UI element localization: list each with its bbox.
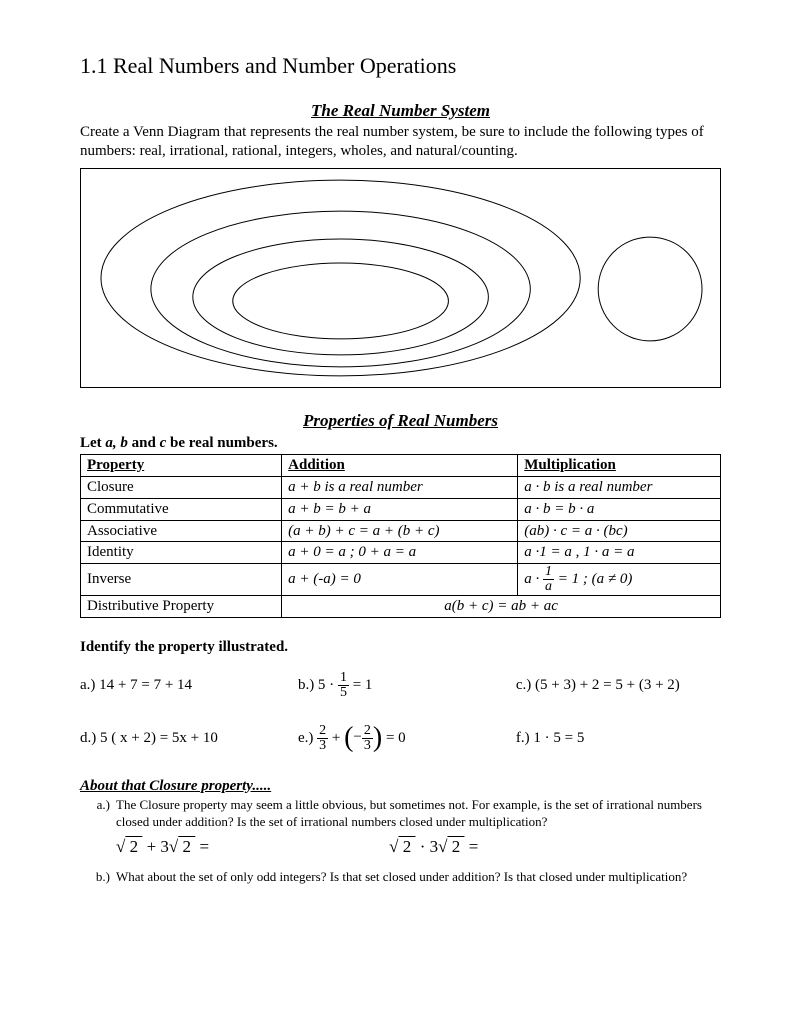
prop-associative: Associative bbox=[81, 520, 282, 542]
venn-ellipse-4 bbox=[233, 263, 449, 339]
closure-mult: a · b is a real number bbox=[518, 477, 721, 499]
page-title: 1.1 Real Numbers and Number Operations bbox=[80, 52, 721, 80]
venn-ellipse-1 bbox=[101, 180, 580, 376]
col-multiplication: Multiplication bbox=[518, 455, 721, 477]
frac-num: 1 bbox=[338, 671, 349, 686]
table-row: Identity a + 0 = a ; 0 + a = a a ·1 = a … bbox=[81, 542, 721, 564]
sqrt-expr-2: √ 2 · 3√ 2 = bbox=[389, 836, 478, 857]
identity-mult: a ·1 = a , 1 · a = a bbox=[518, 542, 721, 564]
frac-den: a bbox=[543, 580, 554, 594]
problem-e-pre: e.) bbox=[298, 729, 317, 745]
properties-table: Property Addition Multiplication Closure… bbox=[80, 454, 721, 618]
frac-num: 1 bbox=[543, 565, 554, 580]
prop-inverse: Inverse bbox=[81, 564, 282, 596]
table-row: Commutative a + b = b + a a · b = b · a bbox=[81, 498, 721, 520]
col-addition: Addition bbox=[282, 455, 518, 477]
let-suffix: be real numbers. bbox=[166, 435, 277, 451]
distributive-expr: a(b + c) = ab + ac bbox=[282, 596, 721, 618]
problem-e-post: = 0 bbox=[382, 729, 405, 745]
frac-den: 3 bbox=[362, 739, 373, 753]
sqrt-expr-1: √ 2 + 3√ 2 = bbox=[116, 836, 209, 857]
frac-den: 3 bbox=[317, 739, 328, 753]
inverse-mult-post: = 1 ; (a ≠ 0) bbox=[554, 571, 632, 587]
identify-heading: Identify the property illustrated. bbox=[80, 638, 721, 657]
problem-e-mid: + bbox=[328, 729, 344, 745]
about-b-label: b.) bbox=[80, 869, 116, 885]
frac-num: 2 bbox=[317, 724, 328, 739]
problem-e: e.) 23 + (−23) = 0 bbox=[298, 724, 503, 753]
problem-d: d.) 5 ( x + 2) = 5x + 10 bbox=[80, 729, 285, 748]
table-row: Distributive Property a(b + c) = ab + ac bbox=[81, 596, 721, 618]
about-b-text: What about the set of only odd integers?… bbox=[116, 869, 721, 885]
about-item-b: b.) What about the set of only odd integ… bbox=[80, 869, 721, 885]
inverse-frac: 1a bbox=[543, 565, 554, 594]
about-a-label: a.) bbox=[80, 797, 116, 830]
paren-close-icon: ) bbox=[373, 724, 382, 752]
problem-c: c.) (5 + 3) + 2 = 5 + (3 + 2) bbox=[516, 676, 721, 695]
problem-b-frac: 15 bbox=[338, 671, 349, 700]
commutative-add: a + b = b + a bbox=[282, 498, 518, 520]
problem-a: a.) 14 + 7 = 7 + 14 bbox=[80, 676, 285, 695]
about-item-a: a.) The Closure property may seem a litt… bbox=[80, 797, 721, 830]
problem-b-post: = 1 bbox=[349, 676, 372, 692]
frac-num: 2 bbox=[362, 724, 373, 739]
neg-sign: − bbox=[353, 729, 361, 745]
problem-b-pre: b.) 5 · bbox=[298, 676, 338, 692]
about-a-text: The Closure property may seem a little o… bbox=[116, 797, 721, 830]
inverse-mult-pre: a · bbox=[524, 571, 543, 587]
venn-circle-irrational bbox=[598, 237, 702, 341]
identity-add: a + 0 = a ; 0 + a = a bbox=[282, 542, 518, 564]
venn-diagram-svg bbox=[81, 169, 720, 387]
venn-diagram-box bbox=[80, 168, 721, 388]
problem-e-frac2: 23 bbox=[362, 724, 373, 753]
prop-closure: Closure bbox=[81, 477, 282, 499]
frac-den: 5 bbox=[338, 686, 349, 700]
associative-add: (a + b) + c = a + (b + c) bbox=[282, 520, 518, 542]
let-and: and bbox=[128, 435, 160, 451]
table-row: Closure a + b is a real number a · b is … bbox=[81, 477, 721, 499]
table-row: Associative (a + b) + c = a + (b + c) (a… bbox=[81, 520, 721, 542]
inverse-add: a + (-a) = 0 bbox=[282, 564, 518, 596]
section-heading-properties: Properties of Real Numbers bbox=[80, 410, 721, 431]
venn-ellipse-3 bbox=[193, 239, 489, 355]
problem-b: b.) 5 · 15 = 1 bbox=[298, 671, 503, 700]
inverse-mult: a · 1a = 1 ; (a ≠ 0) bbox=[518, 564, 721, 596]
problem-e-frac1: 23 bbox=[317, 724, 328, 753]
table-header-row: Property Addition Multiplication bbox=[81, 455, 721, 477]
problems-row-1: a.) 14 + 7 = 7 + 14 b.) 5 · 15 = 1 c.) (… bbox=[80, 671, 721, 700]
let-line: Let a, b and c be real numbers. bbox=[80, 434, 721, 453]
prop-identity: Identity bbox=[81, 542, 282, 564]
commutative-mult: a · b = b · a bbox=[518, 498, 721, 520]
paren-open-icon: ( bbox=[344, 724, 353, 752]
prop-distributive: Distributive Property bbox=[81, 596, 282, 618]
col-property: Property bbox=[81, 455, 282, 477]
problem-e-paren-content: −23 bbox=[353, 729, 372, 745]
venn-ellipse-2 bbox=[151, 211, 530, 367]
intro-text: Create a Venn Diagram that represents th… bbox=[80, 123, 721, 161]
let-prefix: Let bbox=[80, 435, 105, 451]
closure-add: a + b is a real number bbox=[282, 477, 518, 499]
table-row: Inverse a + (-a) = 0 a · 1a = 1 ; (a ≠ 0… bbox=[81, 564, 721, 596]
problems-row-2: d.) 5 ( x + 2) = 5x + 10 e.) 23 + (−23) … bbox=[80, 724, 721, 753]
prop-commutative: Commutative bbox=[81, 498, 282, 520]
sqrt-expressions-row: √ 2 + 3√ 2 = √ 2 · 3√ 2 = bbox=[116, 836, 721, 857]
associative-mult: (ab) · c = a · (bc) bbox=[518, 520, 721, 542]
problem-f: f.) 1 · 5 = 5 bbox=[516, 729, 721, 748]
let-vars-ab: a, b bbox=[105, 435, 128, 451]
section-heading-real-number-system: The Real Number System bbox=[80, 100, 721, 121]
about-closure-heading: About that Closure property..... bbox=[80, 777, 721, 796]
